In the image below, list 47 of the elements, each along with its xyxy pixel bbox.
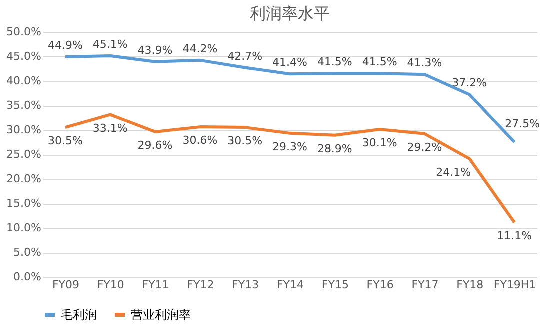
x-tick-label: FY09 [52, 278, 80, 292]
data-label: 41.5% [317, 56, 352, 69]
data-label: 28.9% [317, 142, 352, 156]
x-tick-label: FY19H1 [494, 278, 536, 292]
x-tick-label: FY13 [232, 278, 260, 292]
data-label: 27.5% [505, 117, 540, 130]
data-label: 41.5% [362, 56, 398, 69]
data-label: 41.3% [407, 56, 442, 70]
y-tick-label: 25.0% [6, 148, 42, 161]
y-tick-label: 40.0% [6, 74, 42, 88]
data-label: 29.3% [272, 140, 308, 154]
data-label: 44.9% [48, 38, 83, 52]
data-label: 43.9% [138, 44, 173, 57]
chart-title: 利润率水平 [250, 4, 330, 23]
y-tick-label: 30.0% [6, 124, 42, 136]
x-tick-label: FY15 [322, 278, 349, 292]
data-label: 42.7% [228, 50, 263, 63]
x-tick-label: FY16 [366, 278, 394, 292]
x-tick-label: FY10 [97, 278, 124, 292]
y-tick-label: 5.0% [14, 246, 42, 259]
data-label: 30.6% [182, 134, 218, 148]
data-label: 30.5% [48, 134, 83, 148]
y-tick-label: 0.0% [14, 270, 42, 284]
data-label: 30.1% [362, 136, 398, 150]
x-tick-label: FY18 [456, 278, 484, 292]
y-tick-label: 45.0% [6, 50, 42, 63]
y-tick-label: 20.0% [6, 172, 42, 186]
data-label: 24.1% [436, 166, 472, 179]
x-tick-label: FY11 [142, 278, 170, 292]
legend-label: 毛利润 [61, 308, 97, 322]
x-tick-label: FY17 [412, 278, 439, 292]
data-label: 45.1% [92, 38, 128, 52]
data-label: 29.6% [138, 138, 173, 152]
y-tick-label: 35.0% [6, 99, 42, 112]
data-label: 44.2% [182, 42, 218, 56]
x-tick-label: FY14 [276, 278, 304, 292]
y-tick-label: 50.0% [6, 26, 42, 38]
data-label: 11.1% [497, 230, 532, 243]
data-label: 29.2% [407, 140, 442, 154]
x-tick-label: FY12 [187, 278, 214, 292]
data-label: 30.5% [228, 134, 263, 148]
y-tick-label: 15.0% [6, 197, 42, 210]
y-tick-label: 10.0% [6, 222, 42, 234]
legend-label: 营业利润率 [131, 308, 191, 322]
data-label: 33.1% [92, 122, 128, 135]
data-label: 41.4% [272, 56, 308, 70]
data-label: 37.2% [452, 76, 488, 90]
